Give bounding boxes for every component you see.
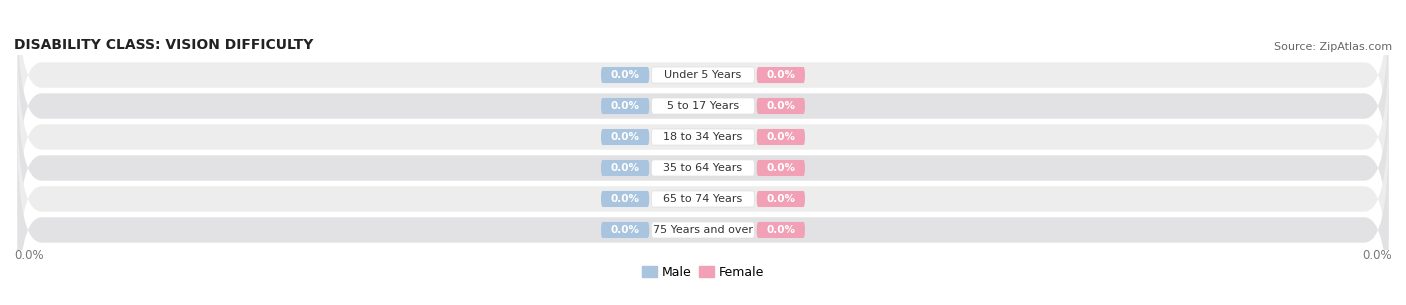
Text: 65 to 74 Years: 65 to 74 Years bbox=[664, 194, 742, 204]
FancyBboxPatch shape bbox=[17, 103, 1389, 295]
Text: 18 to 34 Years: 18 to 34 Years bbox=[664, 132, 742, 142]
FancyBboxPatch shape bbox=[651, 129, 755, 145]
Text: 0.0%: 0.0% bbox=[766, 70, 796, 80]
FancyBboxPatch shape bbox=[600, 67, 650, 83]
Text: 0.0%: 0.0% bbox=[610, 225, 640, 235]
FancyBboxPatch shape bbox=[756, 98, 806, 114]
FancyBboxPatch shape bbox=[600, 98, 650, 114]
Text: Source: ZipAtlas.com: Source: ZipAtlas.com bbox=[1274, 42, 1392, 52]
Text: 0.0%: 0.0% bbox=[766, 225, 796, 235]
Text: DISABILITY CLASS: VISION DIFFICULTY: DISABILITY CLASS: VISION DIFFICULTY bbox=[14, 38, 314, 52]
Text: 75 Years and over: 75 Years and over bbox=[652, 225, 754, 235]
FancyBboxPatch shape bbox=[651, 67, 755, 83]
FancyBboxPatch shape bbox=[756, 67, 806, 83]
Text: 0.0%: 0.0% bbox=[766, 163, 796, 173]
FancyBboxPatch shape bbox=[651, 191, 755, 207]
FancyBboxPatch shape bbox=[756, 191, 806, 207]
Text: 0.0%: 0.0% bbox=[610, 194, 640, 204]
FancyBboxPatch shape bbox=[756, 129, 806, 145]
FancyBboxPatch shape bbox=[17, 134, 1389, 305]
Text: 35 to 64 Years: 35 to 64 Years bbox=[664, 163, 742, 173]
FancyBboxPatch shape bbox=[651, 160, 755, 176]
Legend: Male, Female: Male, Female bbox=[641, 266, 765, 279]
FancyBboxPatch shape bbox=[756, 160, 806, 176]
Text: 0.0%: 0.0% bbox=[610, 132, 640, 142]
Text: Under 5 Years: Under 5 Years bbox=[665, 70, 741, 80]
Text: 0.0%: 0.0% bbox=[766, 101, 796, 111]
Text: 0.0%: 0.0% bbox=[610, 101, 640, 111]
FancyBboxPatch shape bbox=[17, 0, 1389, 171]
Text: 0.0%: 0.0% bbox=[610, 70, 640, 80]
Text: 0.0%: 0.0% bbox=[610, 163, 640, 173]
FancyBboxPatch shape bbox=[651, 222, 755, 238]
FancyBboxPatch shape bbox=[17, 41, 1389, 233]
FancyBboxPatch shape bbox=[756, 222, 806, 238]
FancyBboxPatch shape bbox=[600, 129, 650, 145]
FancyBboxPatch shape bbox=[651, 98, 755, 114]
FancyBboxPatch shape bbox=[600, 191, 650, 207]
FancyBboxPatch shape bbox=[17, 72, 1389, 264]
Text: 5 to 17 Years: 5 to 17 Years bbox=[666, 101, 740, 111]
Text: 0.0%: 0.0% bbox=[766, 132, 796, 142]
Text: 0.0%: 0.0% bbox=[14, 249, 44, 263]
Text: 0.0%: 0.0% bbox=[766, 194, 796, 204]
Text: 0.0%: 0.0% bbox=[1362, 249, 1392, 263]
FancyBboxPatch shape bbox=[17, 10, 1389, 202]
FancyBboxPatch shape bbox=[600, 160, 650, 176]
FancyBboxPatch shape bbox=[600, 222, 650, 238]
